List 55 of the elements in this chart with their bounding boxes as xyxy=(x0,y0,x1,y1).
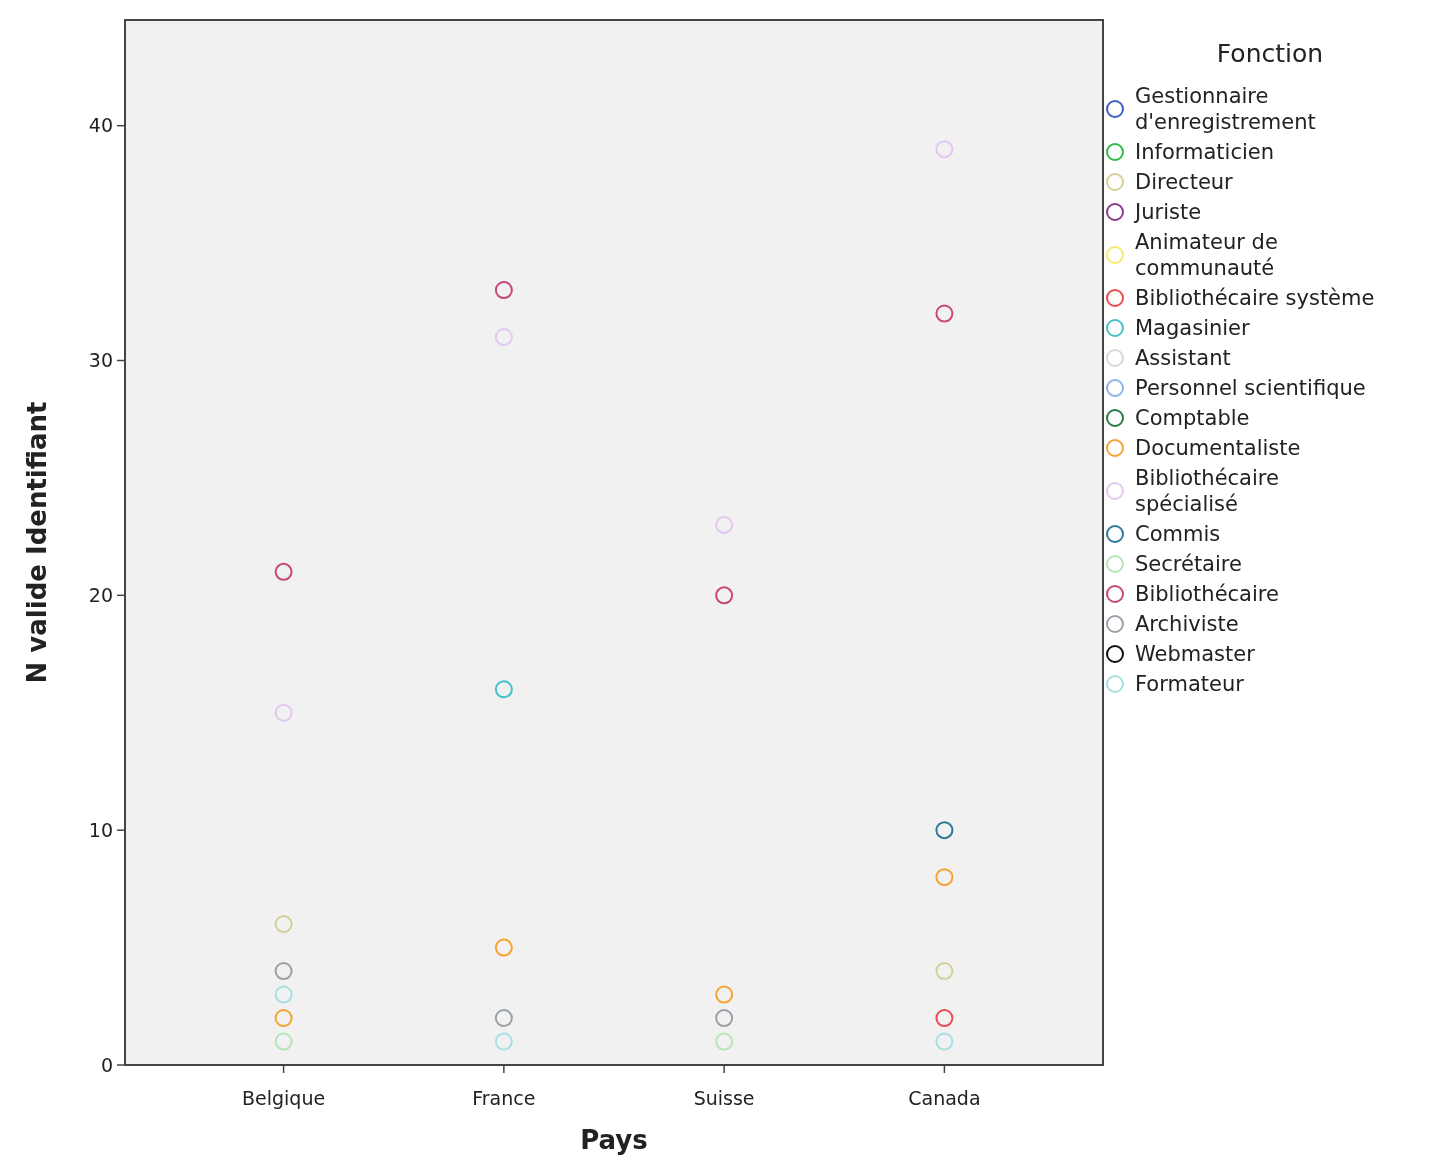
legend-label: Gestionnaire d'enregistrement xyxy=(1135,84,1316,135)
point xyxy=(274,962,293,981)
y-tick-label: 20 xyxy=(88,583,113,606)
point xyxy=(935,821,954,840)
x-tick-label: Belgique xyxy=(242,1087,326,1109)
legend-label: Bibliothécaire xyxy=(1135,582,1279,607)
legend-title: Fonction xyxy=(1216,39,1324,68)
y-tick-label: 40 xyxy=(88,114,113,137)
legend-label: Informaticien xyxy=(1135,140,1275,165)
legend-label: Commis xyxy=(1135,522,1221,547)
x-tick-label: Suisse xyxy=(693,1087,755,1109)
point xyxy=(494,1032,513,1051)
y-tick-label: 30 xyxy=(88,349,113,372)
legend-label: Documentaliste xyxy=(1135,436,1301,461)
legend-label: Juriste xyxy=(1133,200,1202,225)
point xyxy=(935,1032,954,1051)
legend-label: Animateur de communauté xyxy=(1135,230,1278,281)
x-tick-label: Canada xyxy=(908,1087,981,1109)
legend-label: Directeur xyxy=(1135,170,1234,195)
legend-label: Assistant xyxy=(1135,346,1231,371)
x-tick-label: France xyxy=(472,1087,536,1109)
point xyxy=(494,1009,513,1028)
legend-label: Webmaster xyxy=(1135,642,1256,667)
point xyxy=(935,868,954,887)
point xyxy=(494,281,513,300)
point xyxy=(935,304,954,323)
legend-label: Bibliothécaire système xyxy=(1135,286,1375,311)
legend-label: Magasinier xyxy=(1135,316,1251,341)
point xyxy=(274,703,293,722)
legend-label: Comptable xyxy=(1135,406,1250,431)
point xyxy=(494,938,513,957)
y-axis-title: N valide Identifiant xyxy=(22,401,52,684)
point xyxy=(494,680,513,699)
legend-label: Bibliothécaire spécialisé xyxy=(1135,466,1279,517)
point xyxy=(715,586,734,605)
point xyxy=(935,140,954,159)
legend-label: Personnel scientifique xyxy=(1135,376,1366,401)
point xyxy=(494,328,513,347)
point xyxy=(935,962,954,981)
x-axis-title: Pays xyxy=(580,1125,648,1155)
point xyxy=(715,1032,734,1051)
legend-label: Archiviste xyxy=(1135,612,1239,637)
point xyxy=(274,915,293,934)
point xyxy=(715,1009,734,1028)
legend-label: Secrétaire xyxy=(1135,552,1242,577)
y-tick-label: 0 xyxy=(100,1053,113,1076)
point xyxy=(274,562,293,581)
y-tick-label: 10 xyxy=(88,818,113,841)
point xyxy=(935,1009,954,1028)
point xyxy=(715,985,734,1004)
point xyxy=(274,1009,293,1028)
point xyxy=(274,985,293,1004)
point xyxy=(715,515,734,534)
legend-label: Formateur xyxy=(1135,672,1245,697)
point xyxy=(274,1032,293,1051)
